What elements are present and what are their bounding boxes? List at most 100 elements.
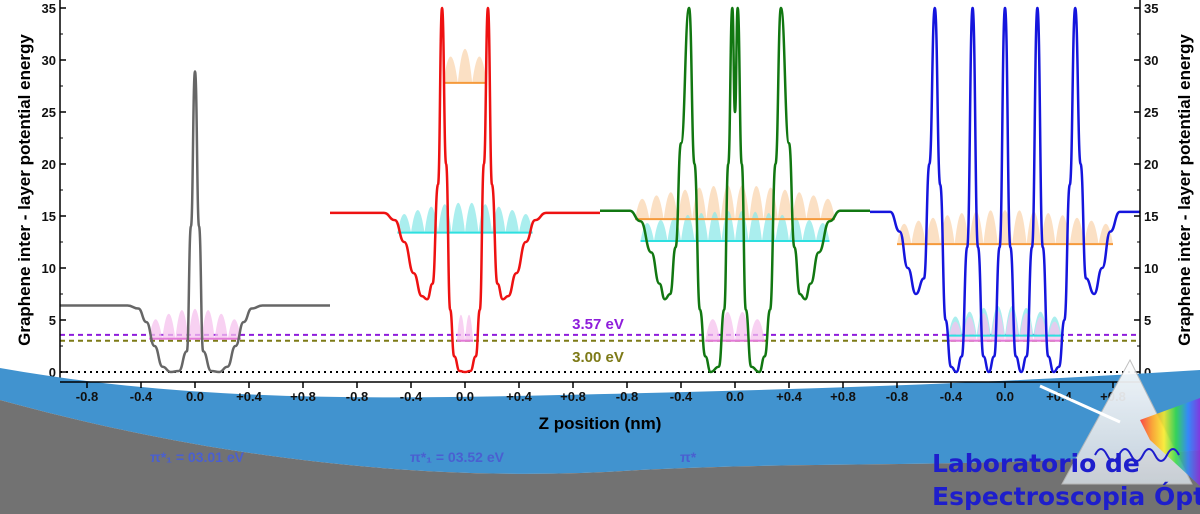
- y-tick-label: 25: [42, 105, 56, 120]
- wavefunction-lobe: [214, 313, 228, 339]
- wavefunction-lobe: [472, 56, 487, 83]
- wavefunction-lobe: [1041, 213, 1056, 245]
- energy-levels: [149, 81, 1113, 342]
- wavefunction-lobe: [706, 185, 721, 220]
- wavefunction-lobe: [976, 313, 991, 341]
- x-tick-label: -0.8: [346, 389, 368, 404]
- wavefunction-lobe: [1019, 313, 1034, 341]
- wave-icon: [1094, 448, 1180, 462]
- x-tick-label: -0.4: [940, 389, 963, 404]
- x-tick-label: +0.4: [776, 389, 802, 404]
- x-tick-label: +0.8: [290, 389, 316, 404]
- wavefunction-lobe: [201, 310, 215, 339]
- wavefunction-lobe: [227, 319, 241, 339]
- y-tick-label: 30: [1144, 53, 1158, 68]
- y-tick-label: 20: [42, 157, 56, 172]
- annotation-pi-2: π*₁ = 03.52 eV: [410, 449, 505, 465]
- potential-curves: [60, 6, 1140, 374]
- wavefunction-lobe: [663, 192, 678, 220]
- x-tick-label: +0.8: [830, 389, 856, 404]
- y-tick-label: 0: [49, 365, 56, 380]
- wavefunction-lobe: [763, 187, 778, 220]
- wavefunction-lobe: [1005, 311, 1020, 341]
- wavefunction-lobe: [681, 214, 695, 241]
- x-tick-label: -0.8: [886, 389, 908, 404]
- wavefunction-lobe: [692, 187, 707, 220]
- x-tick-label: -0.8: [616, 389, 638, 404]
- wavefunction-lobe: [397, 214, 411, 233]
- potential-curve-2: [600, 6, 870, 374]
- wavefunction-lobe: [1084, 220, 1099, 245]
- y-axis-label-right: Graphene inter - layer potential energy: [1175, 34, 1194, 346]
- wavefunction-lobe: [820, 198, 835, 220]
- x-tick-label: +0.8: [560, 389, 586, 404]
- x-tick-label: 0.0: [996, 389, 1014, 404]
- wavefunction-lobe: [983, 210, 998, 245]
- x-tick-label: 0.0: [186, 389, 204, 404]
- wavefunction-lobe: [465, 202, 479, 233]
- x-tick-label: -0.4: [130, 389, 153, 404]
- wavefunction-lobe: [443, 56, 458, 83]
- wavefunction-lobe: [948, 321, 963, 341]
- wavefunction-lobe: [749, 319, 765, 341]
- wavefunction-lobe: [456, 314, 465, 341]
- wavefunction-lobe: [635, 198, 650, 220]
- wavefunction-lobe: [705, 319, 721, 341]
- y-tick-label: 20: [1144, 157, 1158, 172]
- y-tick-label: 5: [1144, 313, 1151, 328]
- wavefunction-lobe: [438, 204, 452, 233]
- potential-curve-3: [870, 6, 1140, 374]
- lab-logo: Laboratorio de Espectroscopia Óptica: [932, 358, 1200, 511]
- wavefunction-lobe: [1098, 223, 1113, 245]
- annotation-pi-1: π*₁ = 03.01 eV: [150, 449, 245, 465]
- y-tick-label: 15: [42, 209, 56, 224]
- x-tick-label: -0.8: [76, 389, 98, 404]
- y-tick-label: 35: [1144, 1, 1158, 16]
- wavefunction-lobe: [451, 202, 465, 233]
- logo-line-1: Laboratorio de: [932, 449, 1140, 478]
- annotation-pi-3: π*: [680, 449, 697, 465]
- wavefunction-lobe: [792, 192, 807, 220]
- x-axis-label: Z position (nm): [539, 414, 662, 433]
- ref-label-357: 3.57 eV: [572, 316, 624, 333]
- wavefunction-lobe: [720, 311, 735, 341]
- y-axis-label-left: Graphene inter - layer potential energy: [15, 34, 34, 346]
- x-tick-label: +0.4: [236, 389, 262, 404]
- potential-curve-1: [329, 6, 600, 374]
- light-beam-icon: [1039, 384, 1121, 424]
- wavefunction-lobe: [911, 220, 926, 245]
- potential-curve-0: [60, 70, 330, 374]
- wavefunction-lobe: [1047, 321, 1062, 341]
- wavefunction-lobe: [465, 314, 474, 341]
- wavefunction-lobe: [457, 48, 473, 83]
- wavefunction-lobe: [649, 195, 664, 220]
- y-axis-right: 0 5 10 15 20 25 30 35: [1134, 0, 1158, 382]
- wavefunction-lobe: [478, 204, 492, 233]
- wavefunction-lobe: [775, 214, 789, 241]
- x-tick-label: -0.4: [670, 389, 693, 404]
- blue-wave-band: [0, 368, 1200, 474]
- wavefunction-lobe: [954, 213, 969, 245]
- y-tick-label: 35: [42, 1, 56, 16]
- y-tick-label: 10: [42, 261, 56, 276]
- logo-line-2: Espectroscopia Óptica: [932, 481, 1200, 511]
- wavefunction-lobe: [777, 189, 793, 220]
- wavefunction-lobe: [505, 210, 519, 233]
- wavefunction-lobe: [897, 223, 912, 245]
- wavefunction-lobe: [654, 220, 668, 241]
- y-tick-label: 10: [1144, 261, 1158, 276]
- y-tick-label: 30: [42, 53, 56, 68]
- wavefunction-lobe: [1069, 217, 1085, 245]
- wavefunction-lobe: [806, 195, 821, 220]
- wavefunction-lobe: [149, 319, 163, 339]
- y-tick-label: 25: [1144, 105, 1158, 120]
- spectrum-fan-icon: [1140, 398, 1200, 486]
- wavefunction-lobe: [667, 217, 681, 241]
- y-tick-label: 0: [1144, 365, 1151, 380]
- wavefunction-lobe: [411, 210, 425, 233]
- wavefunction-lobe: [162, 313, 176, 339]
- ref-label-300: 3.00 eV: [572, 349, 624, 366]
- x-tick-label: -0.4: [400, 389, 423, 404]
- y-tick-label: 15: [1144, 209, 1158, 224]
- wavefunction-fills: [149, 48, 1113, 341]
